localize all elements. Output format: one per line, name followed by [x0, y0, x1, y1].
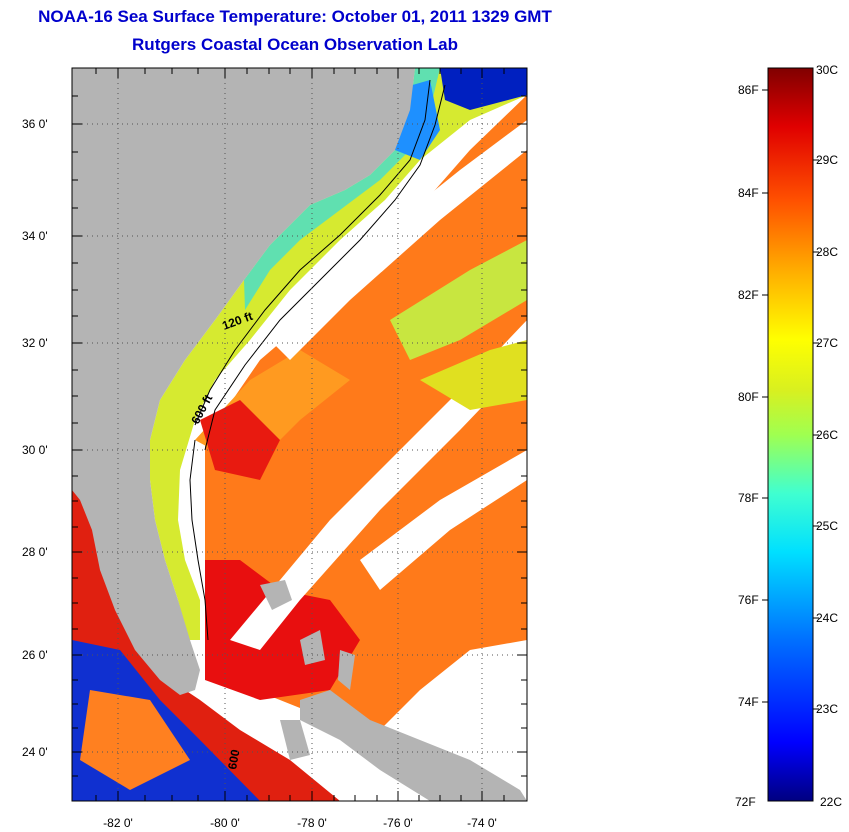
lon-label: -82 0' [103, 816, 133, 830]
lon-label: -80 0' [210, 816, 240, 830]
gulf-stream-core [205, 560, 360, 700]
fahrenheit-label: 84F [738, 186, 759, 200]
warm-water-region [205, 95, 527, 730]
cold-northern-water [440, 68, 527, 110]
lon-label: -78 0' [297, 816, 327, 830]
celsius-label: 29C [816, 153, 838, 167]
map-frame [71, 67, 528, 802]
cloud-streak [260, 120, 527, 360]
latitude-ticks [72, 95, 527, 777]
lat-label: 30 0' [22, 443, 48, 457]
map-title: NOAA-16 Sea Surface Temperature: October… [38, 7, 552, 26]
cloud-streak [230, 320, 527, 650]
lat-label: 34 0' [22, 229, 48, 243]
longitude-ticks [95, 68, 505, 801]
fahrenheit-label: 86F [738, 83, 759, 97]
celsius-scale: 30C 29C 28C 27C 26C 25C 24C 23C 22C [813, 63, 842, 809]
land-bahamas [300, 630, 325, 665]
warm-patch-south [80, 690, 190, 790]
celsius-label: 24C [816, 611, 838, 625]
land-bahamas [280, 720, 310, 760]
temperature-colorbar [767, 67, 814, 802]
celsius-label: 25C [816, 519, 838, 533]
cool-patch [390, 240, 527, 360]
lat-label: 28 0' [22, 545, 48, 559]
lat-label: 26 0' [22, 648, 48, 662]
lat-label: 32 0' [22, 336, 48, 350]
land-cuba [300, 690, 527, 801]
lon-label: -76 0' [383, 816, 413, 830]
graticule [72, 68, 527, 801]
fahrenheit-label: 74F [738, 695, 759, 709]
land-bahamas [338, 650, 355, 690]
celsius-label: 22C [820, 795, 842, 809]
sst-map [72, 68, 527, 801]
contour-label-deep: 600 [225, 748, 242, 770]
celsius-label: 26C [816, 428, 838, 442]
fahrenheit-label: 82F [738, 288, 759, 302]
lat-label: 36 0' [22, 117, 48, 131]
fahrenheit-label: 78F [738, 491, 759, 505]
celsius-label: 23C [816, 702, 838, 716]
contour-600ft [204, 84, 446, 451]
contour-120ft [194, 79, 431, 426]
cloud-streak [360, 450, 527, 590]
gulf-stream-north [200, 400, 280, 480]
lat-label: 24 0' [22, 745, 48, 759]
map-subtitle: Rutgers Coastal Ocean Observation Lab [132, 35, 458, 54]
fahrenheit-label: 72F [735, 795, 756, 809]
fahrenheit-label: 80F [738, 390, 759, 404]
celsius-label: 28C [816, 245, 838, 259]
celsius-label: 27C [816, 336, 838, 350]
lon-label: -74 0' [467, 816, 497, 830]
celsius-label: 30C [816, 63, 838, 77]
fahrenheit-scale: 86F 84F 82F 80F 78F 76F 74F 72F [735, 83, 768, 809]
land-bahamas [260, 580, 292, 610]
land-mass [72, 68, 415, 695]
fahrenheit-label: 76F [738, 593, 759, 607]
cool-patch [420, 340, 527, 410]
contour-shelf-edge [189, 439, 209, 641]
